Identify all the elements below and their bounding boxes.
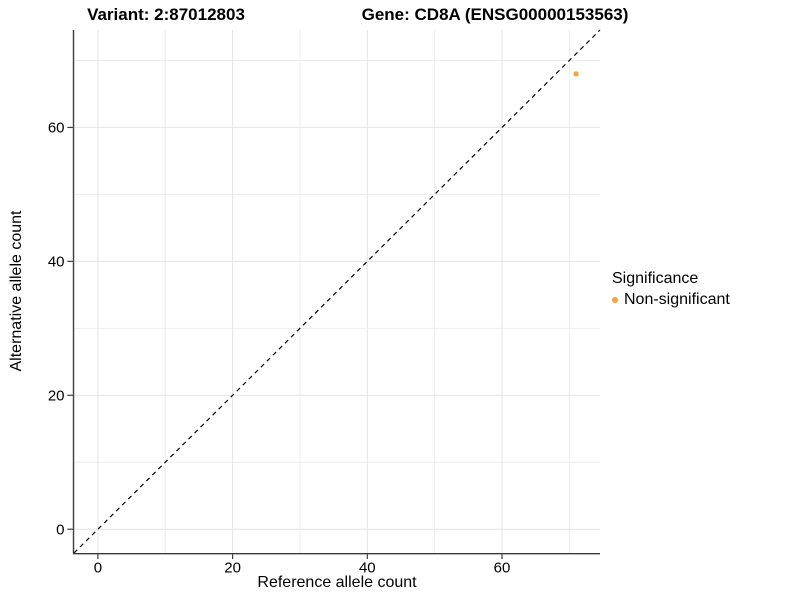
legend-title: Significance (612, 270, 699, 287)
plot-title-variant: Variant: 2:87012803 (87, 5, 245, 24)
y-tick-label: 40 (48, 254, 65, 271)
legend-item-label: Non-significant (624, 291, 730, 308)
y-tick-label: 60 (48, 120, 65, 137)
identity-line (73, 29, 601, 554)
legend-item-non-significant: Non-significant (612, 291, 730, 309)
data-point (573, 71, 579, 77)
y-axis-title: Alternative allele count (8, 210, 25, 372)
plot-title-gene: Gene: CD8A (ENSG00000153563) (361, 5, 629, 24)
x-tick-label: 60 (494, 560, 511, 577)
y-tick-label: 0 (56, 521, 64, 538)
x-tick-label: 0 (94, 560, 102, 577)
x-tick-label: 40 (359, 560, 376, 577)
y-tick-label: 20 (48, 387, 65, 404)
legend: Significance Non-significant (612, 270, 730, 309)
x-tick-label: 20 (224, 560, 241, 577)
legend-point-icon (612, 297, 618, 303)
x-axis-title: Reference allele count (257, 574, 417, 591)
